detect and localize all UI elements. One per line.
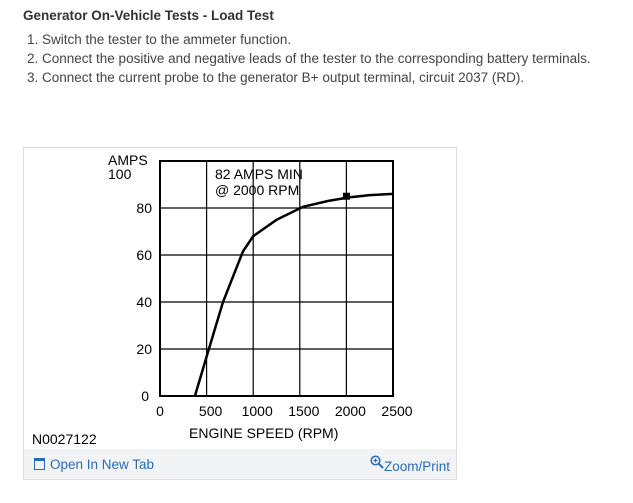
- y-tick-label: 60: [136, 247, 152, 263]
- y-tick-label: 40: [136, 294, 152, 310]
- load-test-chart: AMPS ENGINE SPEED (RPM) 82 AMPS MIN @ 20…: [32, 152, 413, 447]
- open-in-new-tab-link[interactable]: Open In New Tab: [34, 457, 154, 472]
- step-item: 2. Connect the positive and negative lea…: [27, 51, 591, 66]
- figure-id: N0027122: [32, 431, 97, 447]
- section-title: Generator On-Vehicle Tests - Load Test: [23, 8, 274, 23]
- x-tick-label: 2000: [335, 403, 366, 419]
- steps-list: 1. Switch the tester to the ammeter func…: [27, 30, 591, 87]
- figure-footer: Open In New Tab Zoom/Print: [24, 449, 456, 479]
- step-item: 1. Switch the tester to the ammeter func…: [27, 32, 292, 47]
- y-axis-label: AMPS: [108, 152, 148, 168]
- step-item: 3. Connect the current probe to the gene…: [27, 70, 525, 85]
- open-label: Open In New Tab: [50, 457, 155, 472]
- x-tick-label: 2500: [381, 403, 412, 419]
- y-tick-label: 20: [136, 341, 152, 357]
- open-new-tab-icon: [34, 458, 45, 470]
- annotation-line2: @ 2000 RPM: [215, 182, 299, 198]
- figure-container: AMPS ENGINE SPEED (RPM) 82 AMPS MIN @ 20…: [23, 147, 457, 480]
- y-tick-label: 80: [136, 200, 152, 216]
- zoom-print-link[interactable]: Zoom/Print: [370, 455, 450, 474]
- x-tick-label: 1500: [288, 403, 319, 419]
- plot-frame: [159, 160, 394, 397]
- x-tick-label: 500: [199, 403, 223, 419]
- annotation-line1: 82 AMPS MIN: [215, 166, 303, 182]
- magnifier-plus-icon: [370, 455, 384, 469]
- x-tick-label: 0: [156, 403, 164, 419]
- spec-marker: [342, 192, 350, 200]
- y-tick-label: 0: [141, 388, 149, 404]
- y-tick-label: 100: [108, 166, 132, 182]
- x-axis-label: ENGINE SPEED (RPM): [189, 425, 338, 441]
- output-curve: [193, 192, 394, 397]
- zoom-label: Zoom/Print: [383, 459, 450, 474]
- x-tick-label: 1000: [242, 403, 273, 419]
